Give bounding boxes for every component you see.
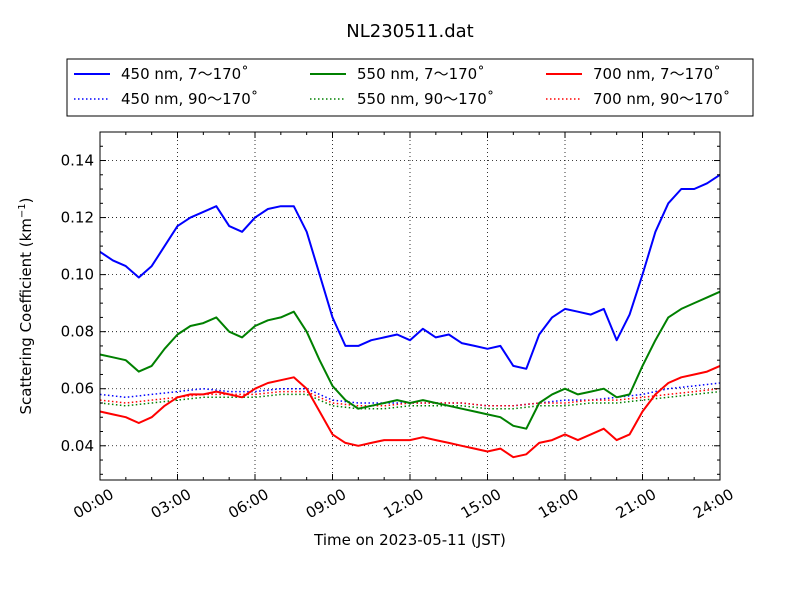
x-tick-label: 03:00 xyxy=(148,485,194,522)
x-tick-label: 21:00 xyxy=(613,485,659,522)
x-tick-label: 09:00 xyxy=(303,485,349,522)
legend-label: 700 nm, 90～170˚ xyxy=(593,90,730,108)
x-tick-label: 06:00 xyxy=(225,485,271,522)
chart-title: NL230511.dat xyxy=(346,21,473,42)
x-tick-label: 18:00 xyxy=(535,485,581,522)
x-axis-label: Time on 2023-05-11 (JST) xyxy=(313,531,506,549)
grid-lines xyxy=(100,132,720,480)
series-line xyxy=(99,173,721,370)
legend-label: 700 nm, 7～170˚ xyxy=(593,65,721,83)
legend-label: 450 nm, 90～170˚ xyxy=(121,90,258,108)
y-axis-label-close: ) xyxy=(17,197,35,203)
y-tick-label: 0.12 xyxy=(61,209,94,227)
legend-label: 450 nm, 7～170˚ xyxy=(121,65,249,83)
x-tick-label: 15:00 xyxy=(458,485,504,522)
plot-area: 00:00 03:00 06:00 09:00 12:00 15:00 18:00 21:00… xyxy=(61,131,737,522)
x-tick-label: 12:00 xyxy=(380,485,426,522)
chart-legend: 450 nm, 7～170˚ 550 nm, 7～170˚ 700 nm, 7～17… xyxy=(66,58,754,117)
legend-frame xyxy=(66,58,754,117)
y-tick-label: 0.04 xyxy=(61,437,94,455)
y-tick-label: 0.06 xyxy=(61,380,94,398)
y-axis-label: Scattering Coefficient (km−1) xyxy=(17,197,35,414)
y-tick-label: 0.14 xyxy=(61,152,94,170)
legend-label: 550 nm, 7～170˚ xyxy=(357,65,485,83)
y-tick-label: 0.10 xyxy=(61,266,94,284)
series-line xyxy=(99,390,721,410)
plot-background xyxy=(100,132,720,480)
x-tick-label: 24:00 xyxy=(690,485,736,522)
y-tick-label: 0.08 xyxy=(61,323,94,341)
y-axis-label-sup: −1 xyxy=(17,203,28,218)
series-line xyxy=(99,364,721,459)
series-layer xyxy=(99,173,721,459)
y-axis-label-main: Scattering Coefficient (km xyxy=(17,218,35,414)
series-line xyxy=(99,290,721,430)
legend-label: 550 nm, 90～170˚ xyxy=(357,90,494,108)
x-tick-label: 00:00 xyxy=(70,485,116,522)
